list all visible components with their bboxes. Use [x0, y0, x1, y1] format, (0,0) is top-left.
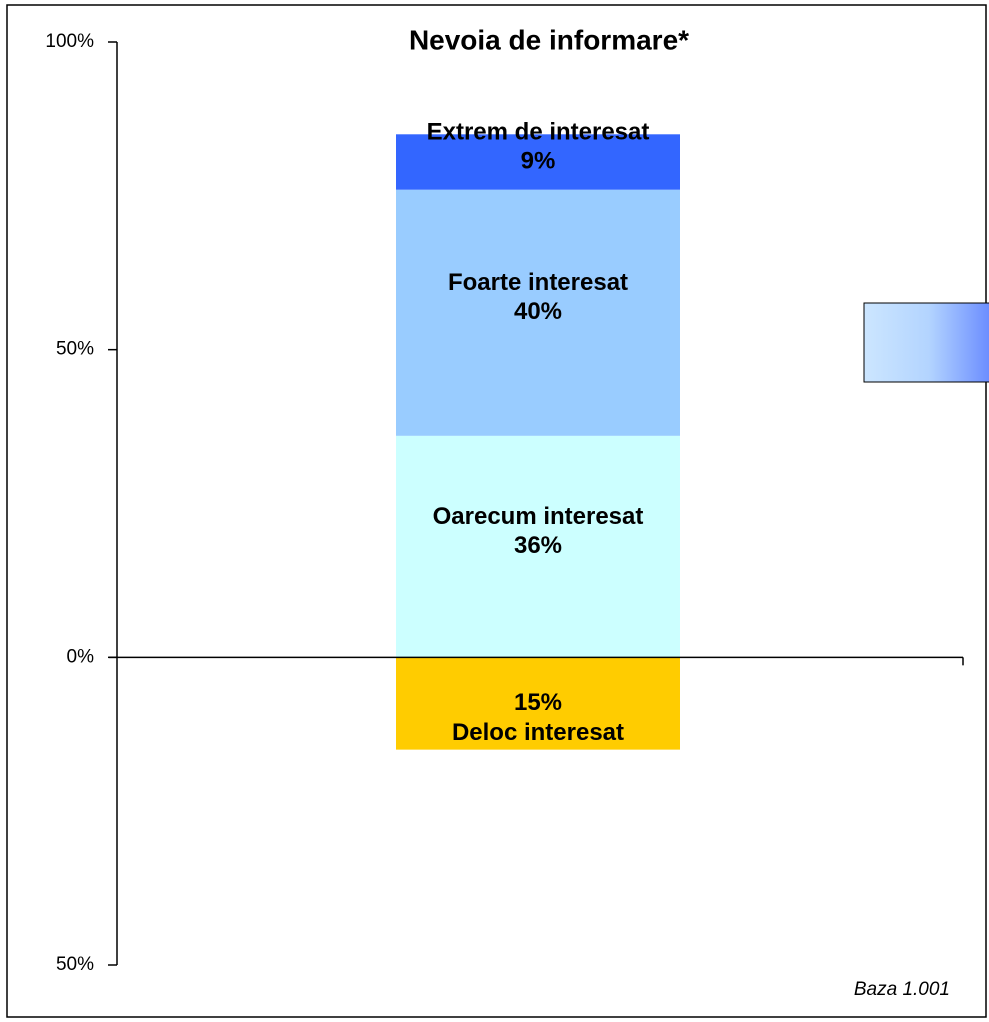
y-tick-label: 50% [56, 954, 94, 975]
y-tick-label: 50% [56, 339, 94, 360]
annotation: Baza 1.001 [854, 979, 950, 1000]
segment-label: Extrem de interesat [427, 118, 650, 145]
value-label: 9% [521, 147, 556, 174]
bar-segment [396, 435, 680, 658]
bar-segment [396, 189, 680, 436]
y-tick-label: 100% [45, 31, 94, 52]
legend-box [863, 302, 989, 383]
value-label: 40% [514, 298, 562, 325]
chart-title: Nevoia de informare* [409, 24, 689, 55]
value-label: 36% [514, 532, 562, 559]
segment-label: Deloc interesat [452, 719, 624, 746]
bar-segment [396, 134, 680, 190]
y-tick-label: 0% [67, 646, 95, 667]
segment-label: Foarte interesat [448, 269, 628, 296]
segment-label: Oarecum interesat [433, 503, 644, 530]
bar-segment [396, 657, 680, 750]
value-label: 15% [514, 689, 562, 716]
